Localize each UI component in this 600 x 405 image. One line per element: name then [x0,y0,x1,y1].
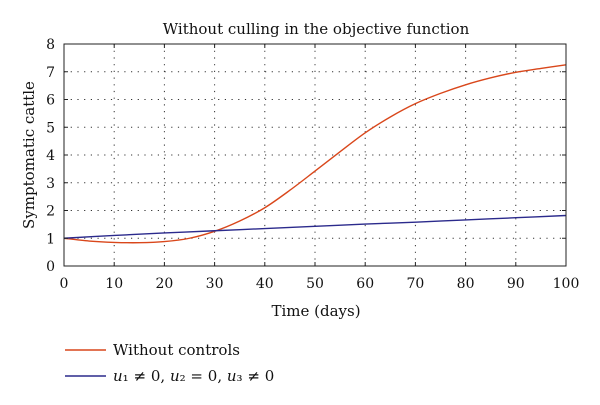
legend: Without controls u₁ ≠ 0, u₂ = 0, u₃ ≠ 0 [65,341,274,385]
series-line-without-controls [63,64,567,244]
y-tick-label: 3 [46,176,55,192]
chart-title: Without culling in the objective functio… [163,20,470,38]
x-tick-label: 20 [155,276,173,292]
legend-label-controls: u₁ ≠ 0, u₂ = 0, u₃ ≠ 0 [113,367,274,385]
x-tick-label: 10 [105,276,123,292]
series-layer [63,64,567,244]
y-tick-label: 7 [46,65,55,81]
x-axis-label: Time (days) [271,302,360,320]
x-tick-label: 0 [60,276,69,292]
x-tick-label: 90 [507,276,525,292]
x-tick-label: 60 [356,276,374,292]
y-tick-label: 8 [46,37,55,53]
x-tick-label: 100 [553,276,580,292]
series-line-controls [63,214,567,239]
y-tick-label: 6 [46,93,55,109]
x-tick-label: 30 [206,276,224,292]
axis-ticks: 0 10 20 30 40 50 60 70 80 90 100 0 1 2 3 4 5 6 7 8 [46,37,579,292]
x-tick-label: 70 [406,276,424,292]
x-tick-label: 40 [256,276,274,292]
y-tick-label: 4 [46,148,55,164]
y-tick-label: 2 [46,204,55,220]
x-tick-label: 50 [306,276,324,292]
y-tick-label: 5 [46,120,55,136]
y-axis-label: Symptomatic cattle [20,81,38,229]
y-tick-label: 0 [46,259,55,275]
legend-label-without-controls: Without controls [113,341,240,359]
x-tick-label: 80 [457,276,475,292]
y-tick-label: 1 [46,231,55,247]
